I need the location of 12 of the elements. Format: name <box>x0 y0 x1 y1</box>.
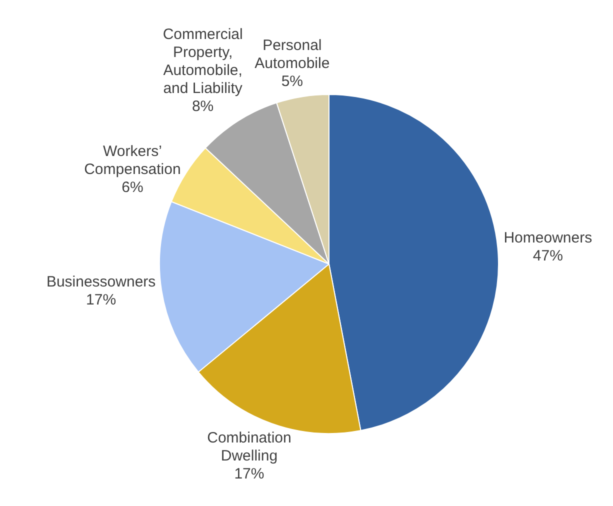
slice-label: Homeowners <box>504 230 592 247</box>
data-label: 8% <box>192 98 214 115</box>
slice-label: Combination Dwelling <box>207 429 292 464</box>
slice-label: Workers’ Compensation <box>84 143 181 178</box>
slice-label: Personal Automobile <box>254 36 330 72</box>
slice-label: Commercial Property, Automobile, and Liability <box>162 26 243 97</box>
data-label: 6% <box>122 179 144 196</box>
data-label: 17% <box>234 465 264 482</box>
data-label: 17% <box>86 292 116 309</box>
data-label: 5% <box>281 72 304 90</box>
slice-label: Businessowners <box>46 274 156 291</box>
data-label: 47% <box>532 248 563 265</box>
